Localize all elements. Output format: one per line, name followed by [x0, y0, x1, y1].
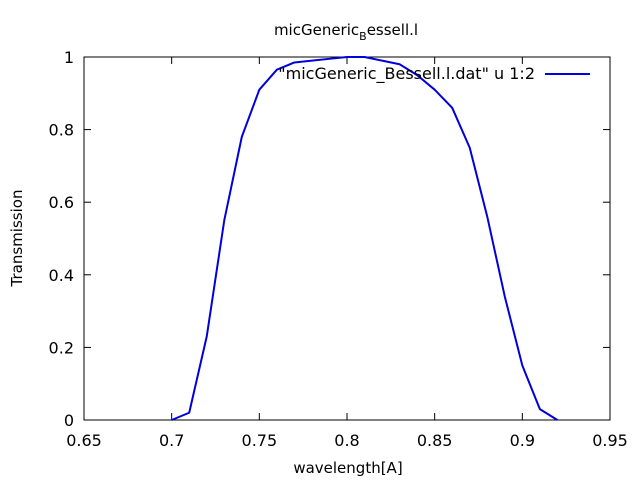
x-tick-label: 0.85 — [417, 431, 453, 450]
legend-label: "micGeneric_Bessell.l.dat" u 1:2 — [278, 64, 535, 84]
x-tick-label: 0.8 — [334, 431, 359, 450]
y-tick-label: 0.8 — [49, 121, 74, 140]
legend: "micGeneric_Bessell.l.dat" u 1:2 — [278, 64, 590, 84]
y-tick-label: 0 — [64, 411, 74, 430]
series-line — [171, 56, 558, 421]
chart-title-suffix: essell.l — [367, 21, 418, 39]
x-tick-label: 0.75 — [242, 431, 278, 450]
y-tick-label: 0.6 — [49, 193, 74, 212]
x-tick-label: 0.7 — [159, 431, 184, 450]
y-tick-label: 0.2 — [49, 338, 74, 357]
y-axis-label: Transmission — [8, 190, 26, 288]
x-axis-label: wavelength[A] — [293, 459, 402, 477]
series-layer — [171, 56, 558, 421]
x-tick-label: 0.65 — [66, 431, 102, 450]
plot-frame — [83, 56, 611, 421]
chart-title: micGenericBessell.l — [274, 21, 418, 43]
axes: 0.65 0.7 0.75 0.8 0.85 0.9 0.95 0 0.2 0.4 0.6 0.8 1 — [49, 48, 628, 450]
chart-title-subscript: B — [359, 30, 367, 43]
x-tick-label: 0.95 — [592, 431, 628, 450]
y-tick-label: 1 — [64, 48, 74, 67]
x-tick-label: 0.9 — [510, 431, 535, 450]
y-tick-label: 0.4 — [49, 266, 74, 285]
